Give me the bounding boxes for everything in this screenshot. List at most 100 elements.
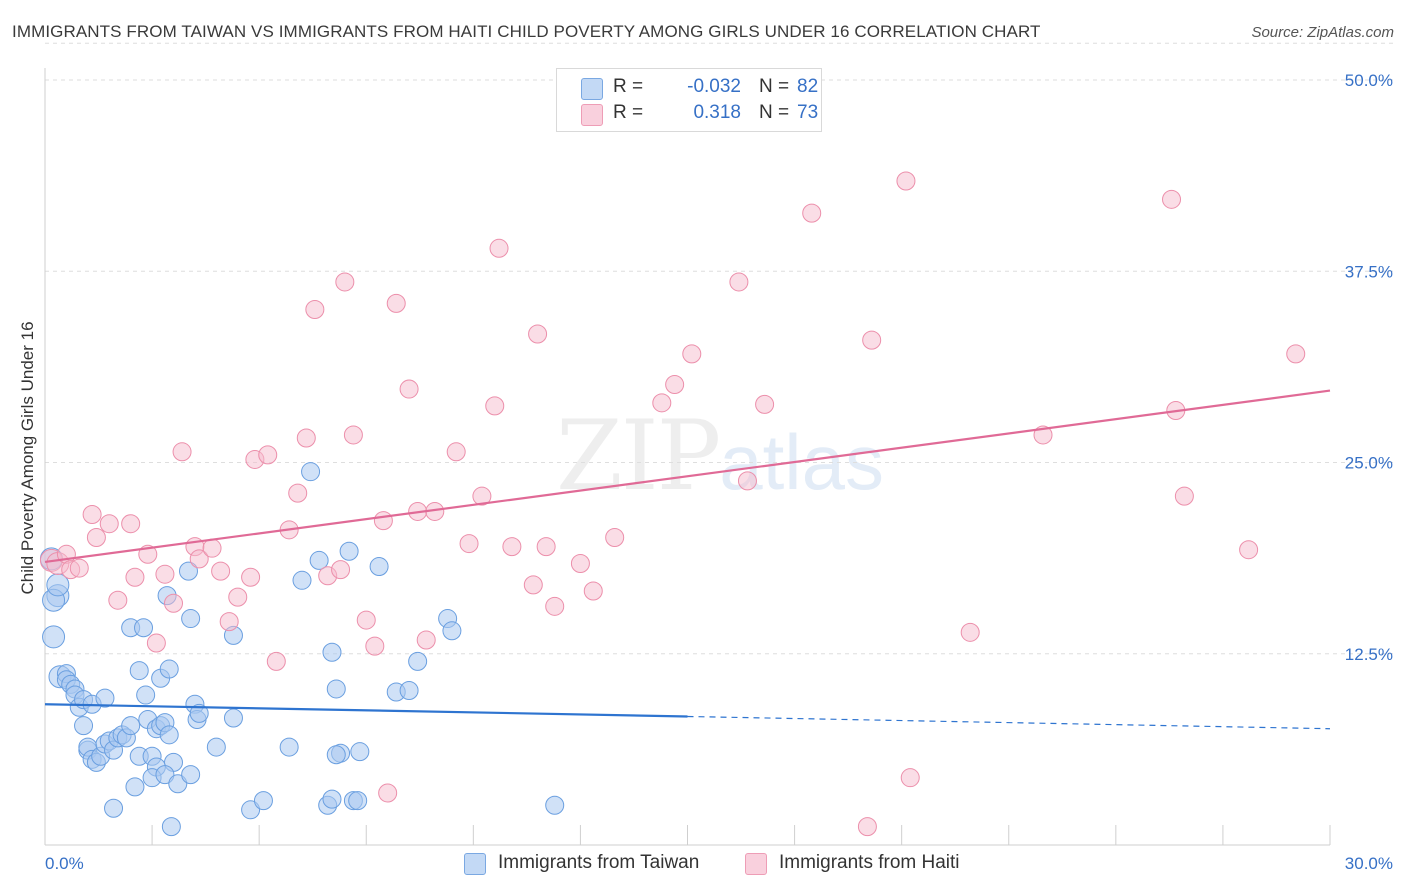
haiti-point [373,511,393,531]
haiti-n-value: 73 [797,102,819,123]
haiti-point [189,549,209,569]
taiwan-point [189,703,209,723]
taiwan-point [442,621,462,641]
haiti-trend-line [44,389,1331,564]
haiti-swatch [745,853,767,875]
y-tick-label: 50.0% [1345,71,1393,90]
source-label: Source: ZipAtlas.com [1251,24,1394,41]
haiti-point [1162,189,1182,209]
taiwan-n-value: 82 [797,76,819,97]
legend-r-label: R = [613,102,644,123]
taiwan-point [241,800,261,820]
taiwan-point [223,708,243,728]
taiwan-point [178,561,198,581]
y-tick-labels: 12.5% 25.0% 37.5% 50.0% [1345,71,1393,664]
haiti-point [335,272,355,292]
taiwan-point [399,680,419,700]
haiti-point [219,612,239,632]
haiti-point [108,590,128,610]
haiti-point [1239,540,1259,560]
axes [44,68,1330,846]
legend-n-label: N = [759,76,790,97]
haiti-point [164,593,183,613]
taiwan-point [322,789,342,809]
haiti-point [125,567,145,587]
taiwan-point [181,609,201,629]
taiwan-point [168,774,188,794]
haiti-point [665,374,685,394]
haiti-point [378,783,398,803]
haiti-point [386,293,406,313]
haiti-point [288,483,308,503]
haiti-point [211,561,231,581]
legend-r-label: R = [613,76,644,97]
taiwan-point [348,791,368,811]
taiwan-swatch [464,853,486,875]
haiti-point [802,203,822,223]
taiwan-point [350,742,370,762]
haiti-point [1174,486,1194,506]
taiwan-point [121,716,141,736]
correlation-legend: R = -0.032 N = 82 R = 0.318 N = 73 [556,68,822,132]
taiwan-point [326,679,346,699]
trend-lines [44,389,1331,730]
taiwan-point [309,550,329,570]
haiti-point [896,171,916,191]
haiti-point [682,344,702,364]
haiti-r-value: 0.318 [693,102,741,123]
watermark-zip: ZIP [556,400,721,512]
taiwan-point [159,659,179,679]
taiwan-point [155,765,175,785]
taiwan-point [161,817,181,837]
x-tick-label: 0.0% [45,854,84,873]
haiti-point [365,636,385,656]
haiti-point [331,560,351,580]
haiti-point [862,330,882,350]
haiti-point [502,537,522,557]
taiwan-point [95,688,115,708]
taiwan-point [408,651,428,671]
taiwan-point [301,462,321,482]
haiti-legend-label: Immigrants from Haiti [779,852,960,873]
haiti-point [356,610,376,630]
haiti-point [960,622,980,642]
haiti-point [99,514,119,534]
x-tick-marks [44,825,1331,845]
taiwan-point [253,791,273,811]
haiti-point [399,379,419,399]
taiwan-point [206,737,226,757]
haiti-point [545,596,565,616]
haiti-point [86,527,106,547]
taiwan-trend-extension [687,715,1331,730]
y-tick-label: 25.0% [1345,454,1393,473]
haiti-point [857,817,877,837]
grid-lines [45,42,1395,655]
haiti-point [523,575,543,595]
taiwan-point [134,618,154,638]
haiti-point [258,445,278,465]
haiti-swatch [581,104,603,126]
taiwan-r-value: -0.032 [687,76,741,97]
haiti-point [241,567,261,587]
chart-title: IMMIGRANTS FROM TAIWAN VS IMMIGRANTS FRO… [12,22,1041,41]
taiwan-legend-label: Immigrants from Taiwan [498,852,700,873]
taiwan-point [104,798,124,818]
taiwan-point [369,557,389,577]
y-tick-label: 12.5% [1345,645,1393,664]
haiti-point [489,238,509,258]
taiwan-point [136,685,156,705]
y-tick-label: 37.5% [1345,262,1393,281]
haiti-point [528,324,548,344]
haiti-point [155,564,175,584]
haiti-point [296,428,316,448]
haiti-point [729,272,749,292]
haiti-point [305,300,325,319]
legend-n-label: N = [759,102,790,123]
taiwan-point [326,745,346,765]
taiwan-point [279,737,299,757]
haiti-point [900,768,920,788]
taiwan-point [159,725,179,745]
haiti-point [737,471,757,491]
series-taiwan-points [39,462,565,837]
